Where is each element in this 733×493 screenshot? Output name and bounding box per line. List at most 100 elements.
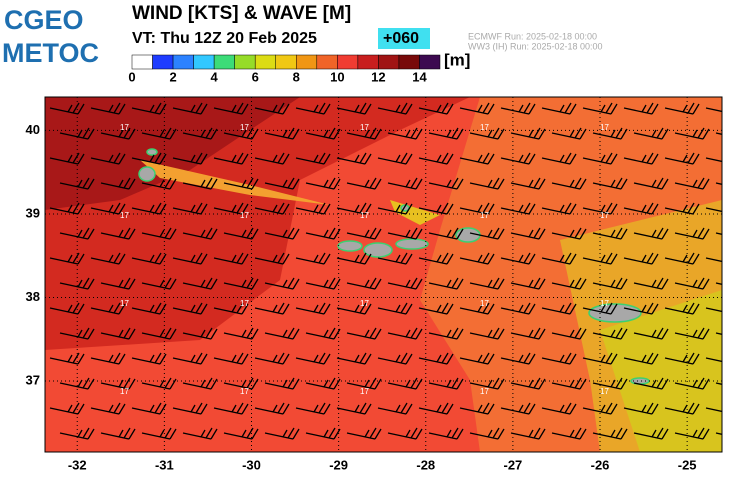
wind-barb xyxy=(59,427,95,440)
wind-barb xyxy=(295,402,331,415)
wind-barb xyxy=(664,252,700,265)
barb-label: 17 xyxy=(480,299,489,308)
barb-label: 17 xyxy=(240,387,249,396)
wind-barb xyxy=(664,152,700,165)
wind-barb xyxy=(592,277,628,290)
wind-barb xyxy=(100,177,136,190)
colorbar-swatch xyxy=(172,54,194,70)
wind-barb xyxy=(100,227,136,240)
barb-label: 17 xyxy=(480,211,489,220)
wind-barb xyxy=(551,227,587,240)
wind-barb xyxy=(510,377,546,390)
wind-barb xyxy=(500,352,536,365)
colorbar-swatch xyxy=(193,54,215,70)
wind-barb xyxy=(213,402,249,415)
wind-barb xyxy=(213,302,249,315)
wind-barb xyxy=(131,152,167,165)
wind-barb xyxy=(674,177,710,190)
y-tick-label: 38 xyxy=(26,289,40,304)
wind-barb xyxy=(500,402,536,415)
wind-barb xyxy=(254,102,290,115)
wind-barb xyxy=(213,152,249,165)
wind-barbs: 17 17 17 17 17 17 17 17 17 17 17 17 17 17 17 17 17 17 17 17 xyxy=(49,102,722,440)
wind-barb xyxy=(264,277,300,290)
wind-barb xyxy=(59,277,95,290)
wind-barb xyxy=(459,402,495,415)
map-frame xyxy=(44,96,723,453)
wind-barb xyxy=(295,302,331,315)
wind-barb xyxy=(264,127,300,140)
wind-barb xyxy=(623,302,659,315)
wind-barb xyxy=(377,202,413,215)
wind-barb xyxy=(469,227,505,240)
barb-label: 17 xyxy=(120,123,129,132)
wind-barb xyxy=(90,252,126,265)
colorbar-tick-label: 8 xyxy=(293,69,300,84)
colorbar-tick-label: 0 xyxy=(128,69,135,84)
wind-barb xyxy=(336,252,372,265)
wind-barb xyxy=(459,252,495,265)
wind-barb xyxy=(141,227,177,240)
wind-barb xyxy=(182,177,218,190)
wind-barb xyxy=(305,177,341,190)
wind-barb xyxy=(172,152,208,165)
barb-label: 17 xyxy=(360,299,369,308)
title: WIND [KTS] & WAVE [M] xyxy=(132,3,351,24)
wind-barb xyxy=(633,177,669,190)
wind-barb xyxy=(49,352,85,365)
wind-barb xyxy=(510,227,546,240)
map-field xyxy=(45,97,722,452)
wind-barb xyxy=(510,277,546,290)
barb-label: 17 xyxy=(240,299,249,308)
wind-barb xyxy=(182,377,218,390)
wind-barb xyxy=(500,302,536,315)
wind-barb xyxy=(387,177,423,190)
wind-barb xyxy=(541,202,577,215)
wind-barb xyxy=(551,427,587,440)
y-tick-label: 39 xyxy=(26,205,40,220)
wind-barb xyxy=(459,302,495,315)
wind-barb xyxy=(182,227,218,240)
wind-barb xyxy=(664,302,700,315)
wind-barb xyxy=(592,327,628,340)
barb-label: 17 xyxy=(480,387,489,396)
wind-barb xyxy=(418,302,454,315)
wind-barb xyxy=(633,377,669,390)
wind-barb xyxy=(623,402,659,415)
wind-barb xyxy=(254,352,290,365)
wind-barb xyxy=(469,127,505,140)
wind-barb xyxy=(459,152,495,165)
wind-barb xyxy=(59,327,95,340)
wind-barb xyxy=(418,252,454,265)
wind-barb xyxy=(664,202,700,215)
wind-barb xyxy=(172,252,208,265)
wind-barb xyxy=(551,127,587,140)
wind-barb xyxy=(264,427,300,440)
wind-barb xyxy=(674,427,710,440)
x-tick-label: -28 xyxy=(416,457,435,472)
x-tick-label: -31 xyxy=(155,457,174,472)
wind-barb xyxy=(418,402,454,415)
wind-barb xyxy=(305,327,341,340)
wind-barb xyxy=(59,177,95,190)
wind-barb xyxy=(705,107,722,113)
wind-barb xyxy=(582,402,618,415)
wind-barb xyxy=(387,127,423,140)
wind-barb xyxy=(459,102,495,115)
barb-label: 17 xyxy=(360,211,369,220)
wind-barb xyxy=(49,152,85,165)
wind-barb xyxy=(346,377,382,390)
wind-barb xyxy=(336,402,372,415)
colorbar-swatch xyxy=(275,54,297,70)
wind-barb xyxy=(428,427,464,440)
wind-barb xyxy=(633,277,669,290)
colorbar-swatch xyxy=(234,54,256,70)
wind-barb xyxy=(182,327,218,340)
wind-barb xyxy=(582,252,618,265)
wind-barb xyxy=(100,277,136,290)
colorbar-swatch xyxy=(337,54,359,70)
wind-barb xyxy=(633,427,669,440)
y-tick-label: 37 xyxy=(26,372,40,387)
wind-barb xyxy=(100,377,136,390)
